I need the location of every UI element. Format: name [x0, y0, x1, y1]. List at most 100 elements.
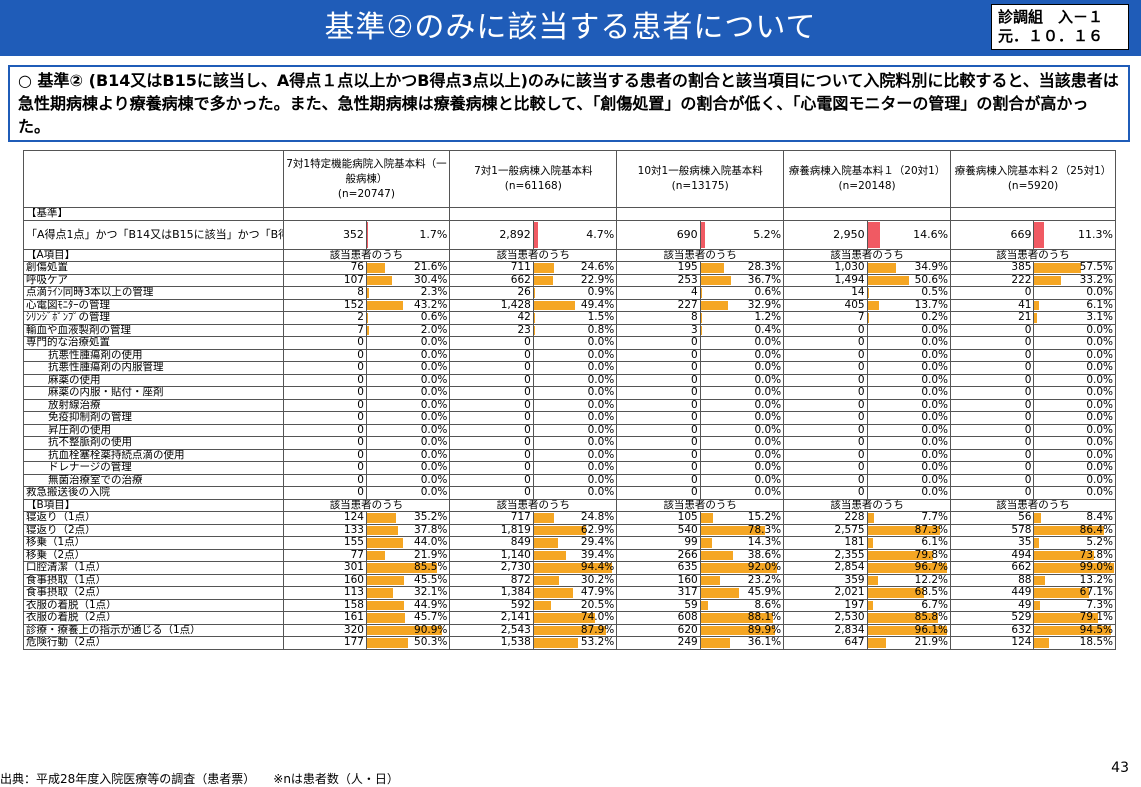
percent-value: 0.0% — [421, 462, 448, 474]
percent-value: 45.9% — [748, 587, 781, 599]
percent-value: 13.7% — [915, 299, 948, 311]
row-label: 抗悪性腫瘍剤の内服管理 — [24, 362, 284, 375]
row-label: 移乗（2点） — [24, 549, 284, 562]
percent-value: 68.5% — [915, 587, 948, 599]
percent-cell: 0.0% — [1034, 374, 1116, 387]
percent-value: 44.9% — [414, 599, 447, 611]
percent-cell: 0.0% — [366, 374, 449, 387]
percent-cell: 24.6% — [533, 262, 616, 275]
percent-value: 6.1% — [1086, 299, 1113, 311]
percent-value: 15.2% — [748, 512, 781, 524]
count-cell: 0 — [951, 349, 1034, 362]
percent-value: 35.2% — [414, 512, 447, 524]
percent-value: 0.8% — [588, 324, 615, 336]
percent-cell: 0.0% — [533, 362, 616, 375]
table-row: 「A得点1点」かつ「B14又はB15に該当」かつ「B得点3点以上」3521.7%… — [24, 220, 1116, 249]
percent-bar — [1034, 576, 1045, 586]
column-n: (n=13175) — [619, 179, 781, 194]
count-cell: 0 — [617, 387, 700, 400]
percent-value: 18.5% — [1080, 637, 1113, 649]
percent-bar — [534, 513, 554, 523]
percent-bar — [701, 638, 731, 648]
count-cell: 0 — [951, 437, 1034, 450]
sub-header-cell — [951, 208, 1116, 221]
percent-cell: 24.8% — [533, 512, 616, 525]
count-cell: 41 — [951, 299, 1034, 312]
percent-bar — [701, 301, 728, 311]
percent-bar — [534, 313, 535, 323]
percent-cell: 89.9% — [700, 624, 783, 637]
percent-bar — [868, 576, 878, 586]
row-label: 食事摂取（1点） — [24, 574, 284, 587]
count-cell: 253 — [617, 274, 700, 287]
count-cell: 0 — [617, 437, 700, 450]
count-cell: 669 — [951, 220, 1034, 249]
count-cell: 0 — [784, 324, 867, 337]
count-cell: 0 — [784, 474, 867, 487]
count-cell: 529 — [951, 612, 1034, 625]
column-header: 療養病棟入院基本料２（25対1）(n=5920) — [951, 151, 1116, 208]
percent-cell: 0.0% — [366, 437, 449, 450]
count-cell: 711 — [450, 262, 533, 275]
percent-value: 37.8% — [414, 524, 447, 536]
percent-cell: 88.1% — [700, 612, 783, 625]
row-label: ｼﾘﾝｼﾞﾎﾟﾝﾌﾟの管理 — [24, 312, 284, 325]
document-code-box: 診調組 入－１ 元．１０．１６ — [991, 4, 1129, 50]
percent-value: 0.0% — [921, 362, 948, 374]
summary-box: ○ 基準② (B14又はB15に該当し、A得点１点以上かつB得点3点以上)のみに… — [8, 65, 1130, 142]
percent-value: 0.0% — [588, 449, 615, 461]
percent-cell: 8.4% — [1034, 512, 1116, 525]
count-cell: 632 — [951, 624, 1034, 637]
percent-cell: 68.5% — [867, 587, 950, 600]
count-cell: 0 — [450, 474, 533, 487]
percent-value: 0.0% — [1086, 337, 1113, 349]
percent-value: 0.0% — [421, 412, 448, 424]
percent-bar — [701, 538, 713, 548]
percent-value: 0.0% — [921, 449, 948, 461]
count-cell: 177 — [283, 637, 366, 650]
percent-value: 0.0% — [754, 362, 781, 374]
count-cell: 0 — [951, 424, 1034, 437]
percent-cell: 6.7% — [867, 599, 950, 612]
percent-cell: 0.0% — [1034, 487, 1116, 500]
percent-cell: 14.3% — [700, 537, 783, 550]
percent-value: 74.0% — [581, 612, 614, 624]
percent-value: 28.3% — [748, 262, 781, 274]
percent-bar — [701, 276, 731, 286]
column-name: 10対1一般病棟入院基本料 — [619, 164, 781, 179]
percent-value: 0.0% — [921, 487, 948, 499]
count-cell: 1,494 — [784, 274, 867, 287]
percent-bar — [868, 638, 886, 648]
count-cell: 0 — [784, 487, 867, 500]
count-cell: 0 — [784, 349, 867, 362]
percent-value: 0.0% — [1086, 449, 1113, 461]
count-cell: 0 — [283, 362, 366, 375]
column-n: (n=61168) — [452, 179, 614, 194]
count-cell: 181 — [784, 537, 867, 550]
percent-value: 1.2% — [754, 312, 781, 324]
percent-cell: 0.0% — [867, 362, 950, 375]
percent-cell: 53.2% — [533, 637, 616, 650]
sub-header-cell: 該当患者のうち — [784, 249, 951, 262]
percent-cell: 0.0% — [867, 337, 950, 350]
column-header: 10対1一般病棟入院基本料(n=13175) — [617, 151, 784, 208]
percent-value: 0.0% — [754, 399, 781, 411]
count-cell: 0 — [450, 424, 533, 437]
count-cell: 8 — [283, 287, 366, 300]
percent-cell: 90.9% — [366, 624, 449, 637]
percent-cell: 0.0% — [533, 474, 616, 487]
column-n: (n=5920) — [953, 179, 1113, 194]
sub-header-cell: 該当患者のうち — [951, 249, 1116, 262]
percent-value: 0.0% — [921, 474, 948, 486]
count-cell: 266 — [617, 549, 700, 562]
row-label: 点滴ﾗｲﾝ同時3本以上の管理 — [24, 287, 284, 300]
